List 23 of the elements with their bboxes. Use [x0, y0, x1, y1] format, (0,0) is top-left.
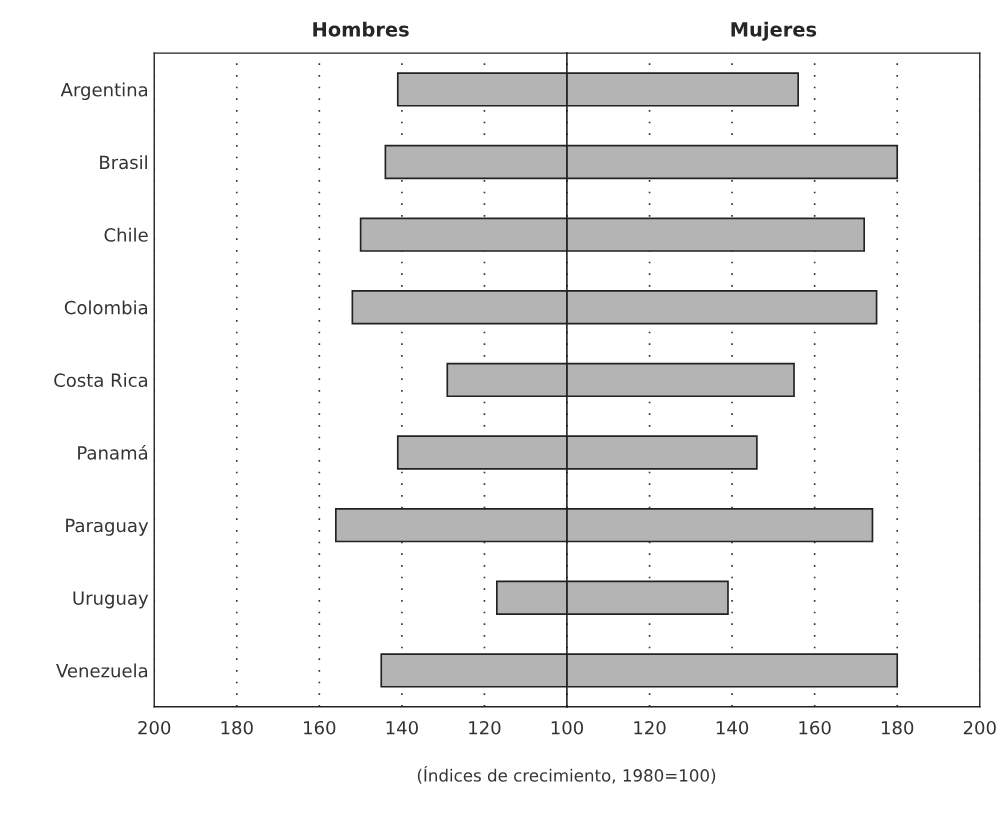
y-tick-label: Venezuela	[56, 663, 148, 678]
x-tick-label: 120	[634, 720, 666, 735]
y-tick-label: Colombia	[64, 300, 148, 315]
chart-title: Hombres	[313, 21, 409, 37]
y-tick-label: Chile	[104, 227, 148, 242]
y-tick-label: Argentina	[60, 82, 148, 101]
y-tick-label: Uruguay	[73, 591, 149, 609]
chart-title: Mujeres	[731, 21, 817, 41]
x-tick-label: 140	[716, 720, 749, 735]
y-tick-label: Costa Rica	[54, 373, 148, 388]
x-tick-label: 160	[304, 720, 336, 735]
x-tick-label: 160	[799, 720, 831, 735]
y-tick-label: Paraguay	[66, 518, 149, 536]
x-tick-label: 180	[221, 720, 253, 735]
x-tick-label: 140	[386, 720, 418, 735]
x-tick-label: 100	[551, 720, 584, 735]
x-tick-label: 180	[881, 720, 914, 735]
y-tick-label: Brasil	[100, 155, 147, 170]
x-tick-label: 120	[469, 720, 501, 735]
y-tick-label: Panamá	[78, 444, 148, 460]
x-axis-title: (Índices de crecimiento, 1980=100)	[417, 766, 716, 784]
x-tick-label: 200	[963, 720, 996, 735]
x-tick-label: 200	[138, 720, 171, 735]
